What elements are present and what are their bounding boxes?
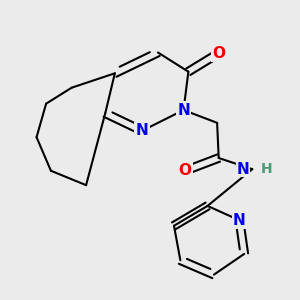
Text: N: N [177, 103, 190, 118]
Text: N: N [236, 162, 249, 177]
Text: O: O [179, 163, 192, 178]
Text: N: N [136, 123, 148, 138]
Text: O: O [212, 46, 225, 61]
Text: N: N [233, 213, 246, 228]
Text: H: H [260, 162, 272, 176]
